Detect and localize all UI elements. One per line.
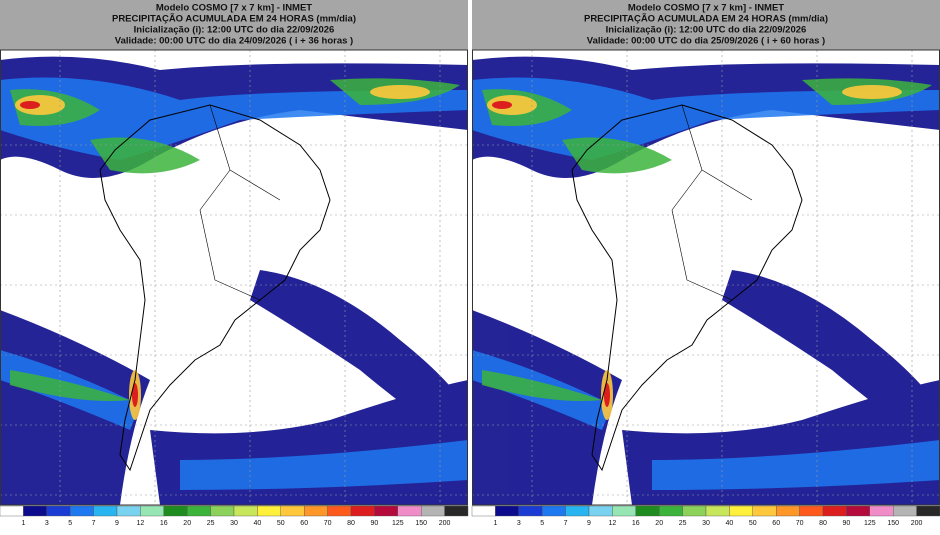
colorbar-label: 1 [493, 520, 497, 527]
colorbar-label: 3 [45, 520, 49, 527]
colorbar-label: 9 [587, 520, 591, 527]
map-panel: Modelo COSMO [7 x 7 km] - INMETPRECIPITA… [0, 0, 469, 527]
colorbar-swatch [658, 505, 683, 517]
colorbar-swatch [210, 505, 235, 517]
colorbar-label: 7 [92, 520, 96, 527]
colorbar-label: 150 [887, 520, 899, 527]
header-line: Validade: 00:00 UTC do dia 24/09/2026 ( … [115, 36, 353, 47]
colorbar-swatch [350, 505, 375, 517]
map-frame [0, 49, 468, 506]
colorbar-label: 25 [679, 520, 687, 527]
colorbar-swatch [588, 505, 613, 517]
colorbar-label: 30 [230, 520, 238, 527]
colorbar-swatch [374, 505, 398, 517]
colorbar-swatch [280, 505, 305, 517]
colorbar-label: 80 [819, 520, 827, 527]
colorbar-swatch [612, 505, 636, 517]
colorbar-label: 200 [439, 520, 451, 527]
colorbar-label: 30 [702, 520, 710, 527]
colorbar-swatch [93, 505, 118, 517]
colorbar-swatch [729, 505, 753, 517]
colorbar-swatch [257, 505, 281, 517]
colorbar-swatch [565, 505, 590, 517]
header-band [472, 0, 940, 50]
header-line: Modelo COSMO [7 x 7 km] - INMET [156, 3, 312, 14]
colorbar-swatch [822, 505, 847, 517]
colorbar-label: 80 [347, 520, 355, 527]
colorbar-label: 3 [517, 520, 521, 527]
colorbar-label: 125 [392, 520, 404, 527]
colorbar-swatch [116, 505, 141, 517]
colorbar-swatch [893, 505, 917, 517]
colorbar-label: 90 [843, 520, 851, 527]
colorbar-swatch [705, 505, 730, 517]
colorbar-label: 20 [655, 520, 663, 527]
colorbar-label: 50 [749, 520, 757, 527]
colorbar-swatch [397, 505, 422, 517]
colorbar-swatch [69, 505, 94, 517]
colorbar-swatch [421, 505, 445, 517]
colorbar-label: 16 [632, 520, 640, 527]
colorbar-label: 50 [277, 520, 285, 527]
colorbar-swatch [682, 505, 707, 517]
colorbar-swatch [23, 505, 47, 517]
colorbar-label: 1 [21, 520, 25, 527]
colorbar-label: 5 [540, 520, 544, 527]
colorbar-swatch [776, 505, 800, 517]
header-line: Validade: 00:00 UTC do dia 25/09/2026 ( … [587, 36, 825, 47]
map-panel: Modelo COSMO [7 x 7 km] - INMETPRECIPITA… [471, 0, 940, 527]
colorbar-swatch [163, 505, 188, 517]
colorbar-swatch [869, 505, 894, 517]
colorbar-label: 70 [324, 520, 332, 527]
colorbar-label: 12 [137, 520, 145, 527]
colorbar-swatch [495, 505, 519, 517]
header-line: Modelo COSMO [7 x 7 km] - INMET [628, 3, 784, 14]
colorbar-label: 90 [371, 520, 379, 527]
colorbar-swatch [304, 505, 328, 517]
colorbar-label: 40 [726, 520, 734, 527]
colorbar-swatch [541, 505, 566, 517]
colorbar-label: 40 [254, 520, 262, 527]
colorbar-label: 60 [772, 520, 780, 527]
colorbar-swatch [140, 505, 164, 517]
colorbar-swatch [0, 505, 24, 517]
header-line: PRECIPITAÇÃO ACUMULADA EM 24 HORAS (mm/d… [112, 14, 356, 25]
colorbar-label: 16 [160, 520, 168, 527]
colorbar-swatch [518, 505, 543, 517]
header-line: Inicialização (i): 12:00 UTC do dia 22/0… [606, 25, 807, 36]
colorbar-swatch [752, 505, 777, 517]
colorbar-label: 9 [115, 520, 119, 527]
header-band [0, 0, 468, 50]
colorbar-swatch [327, 505, 352, 517]
map [472, 50, 940, 505]
header-line: Inicialização (i): 12:00 UTC do dia 22/0… [134, 25, 335, 36]
colorbar-swatch [46, 505, 71, 517]
colorbar-swatch [635, 505, 660, 517]
colorbar-label: 60 [300, 520, 308, 527]
colorbar-label: 125 [864, 520, 876, 527]
header-line: PRECIPITAÇÃO ACUMULADA EM 24 HORAS (mm/d… [584, 14, 828, 25]
colorbar-swatch [471, 505, 496, 517]
colorbar-label: 200 [911, 520, 923, 527]
colorbar-label: 12 [609, 520, 617, 527]
colorbar-swatch [186, 505, 211, 517]
colorbar-label: 5 [68, 520, 72, 527]
colorbar-label: 7 [564, 520, 568, 527]
colorbar-label: 20 [183, 520, 191, 527]
colorbar-swatch [444, 505, 469, 517]
colorbar-swatch [233, 505, 258, 517]
colorbar-label: 150 [415, 520, 427, 527]
map [0, 50, 468, 505]
colorbar-swatch [799, 505, 824, 517]
colorbar-label: 70 [796, 520, 804, 527]
colorbar-swatch [916, 505, 940, 517]
colorbar-label: 25 [207, 520, 215, 527]
colorbar-swatch [846, 505, 870, 517]
